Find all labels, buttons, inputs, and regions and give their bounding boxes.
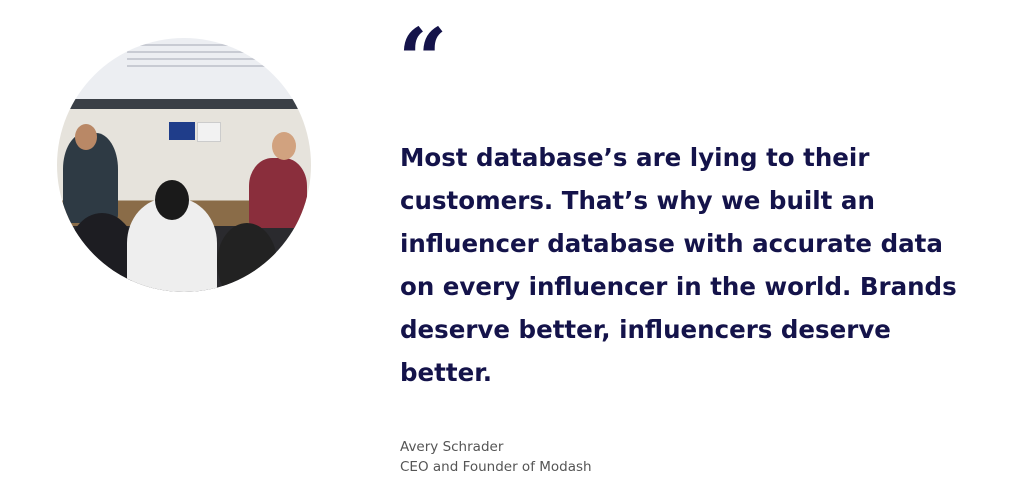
speaker-photo: [57, 38, 311, 292]
quote-line: customers. That’s why we built an: [400, 186, 875, 215]
speaker-left-head: [75, 124, 97, 150]
projector-screen: [127, 44, 277, 72]
author-block: Avery Schrader CEO and Founder of Modash: [400, 437, 592, 477]
speaker-right-head: [272, 132, 296, 160]
quote-open-icon: “: [398, 10, 448, 111]
author-title: CEO and Founder of Modash: [400, 459, 592, 475]
audience-member: [67, 213, 137, 292]
quote-line: influencer database with accurate data: [400, 229, 943, 258]
sponsor-logo: [197, 122, 221, 142]
speaker-right: [249, 158, 307, 228]
author-name: Avery Schrader: [400, 439, 504, 455]
quote-line: deserve better, influencers deserve: [400, 315, 891, 344]
quote-line: better.: [400, 358, 493, 387]
quote-line: Most database’s are lying to their: [400, 143, 870, 172]
audience-member-head: [155, 180, 189, 220]
testimonial-quote: Most database’s are lying to their custo…: [400, 136, 957, 394]
audience-member: [217, 223, 277, 292]
eu-flag: [169, 122, 195, 140]
quote-line: on every influencer in the world. Brands: [400, 272, 957, 301]
